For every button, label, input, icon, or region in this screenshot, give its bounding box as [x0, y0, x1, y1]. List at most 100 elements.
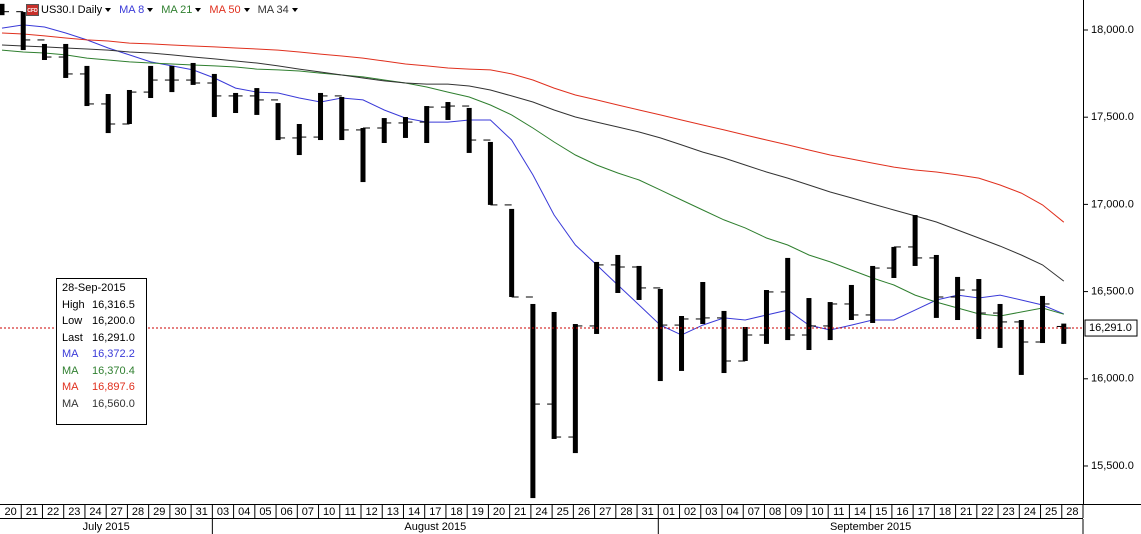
symbol-selector[interactable]: US30.I Daily	[41, 4, 112, 16]
x-tick-label: 03	[705, 506, 717, 518]
panel-value: 16,372.2	[92, 348, 135, 361]
ohlc-range	[402, 117, 408, 138]
x-tick-label: 13	[387, 506, 399, 518]
x-tick-label: 21	[960, 506, 972, 518]
ohlc-range	[41, 43, 47, 60]
x-tick-label: 19	[472, 506, 484, 518]
panel-date: 28-Sep-2015	[62, 282, 126, 295]
panel-value: 16,291.0	[92, 331, 135, 344]
indicator-selector[interactable]: MA 8	[119, 4, 154, 16]
panel-row: MA 16,372.2	[62, 346, 146, 363]
x-tick-label: 03	[217, 506, 229, 518]
ohlc-range	[445, 102, 451, 120]
x-tick-label: 28	[1066, 506, 1078, 518]
ohlc-range	[912, 215, 918, 266]
info-panel: 28-Sep-2015 High 16,316.5 Low 16,200.0 Last 1…	[56, 278, 147, 425]
panel-value: 16,560.0	[92, 397, 135, 410]
x-tick-label: 17	[918, 506, 930, 518]
ohlc-range	[976, 279, 982, 340]
ohlc-range	[785, 257, 791, 341]
x-tick-label: 17	[429, 506, 441, 518]
ohlc-range	[169, 65, 175, 93]
x-tick-label: 11	[345, 506, 356, 518]
x-tick-label: 21	[514, 506, 526, 518]
ohlc-range	[933, 254, 939, 318]
ohlc-range	[870, 265, 876, 323]
panel-label: Low	[62, 315, 83, 328]
ohlc-range	[594, 261, 600, 334]
x-tick-label: 06	[281, 506, 293, 518]
ohlc-range	[636, 265, 642, 300]
ohlc-range	[572, 324, 578, 454]
ohlc-range	[1018, 320, 1024, 375]
legend-entry: MA 34	[257, 4, 289, 16]
ma-line	[1, 49, 1064, 317]
ohlc-range	[84, 65, 90, 107]
panel-label: MA	[62, 397, 79, 410]
x-tick-label: 24	[89, 506, 101, 518]
ohlc-range	[126, 89, 132, 124]
x-tick-label: 23	[68, 506, 80, 518]
ohlc-range	[848, 284, 854, 321]
ma-line	[1, 32, 1065, 223]
toolbar: CFD US30.I Daily MA 8 MA 21 MA 50 MA 34	[0, 3, 306, 17]
ohlc-range	[466, 107, 472, 153]
plot-area	[0, 0, 1083, 504]
panel-label: MA	[62, 348, 79, 361]
ohlc-range	[296, 123, 302, 156]
ohlc-range	[763, 290, 769, 344]
title: US30.I Daily	[41, 4, 103, 16]
x-tick-label: 22	[47, 506, 59, 518]
x-tick-label: 27	[599, 506, 611, 518]
y-tick-label: 15,500.0	[1091, 460, 1134, 472]
indicator-selector[interactable]: MA 21	[161, 4, 202, 16]
x-tick-label: 18	[939, 506, 951, 518]
indicator-selector[interactable]: MA 50	[209, 4, 250, 16]
ohlc-range	[148, 65, 154, 99]
ohlc-range	[360, 128, 366, 183]
y-tick-label: 17,500.0	[1091, 111, 1134, 123]
x-tick-label: 24	[535, 506, 547, 518]
x-tick-label: 23	[1003, 506, 1015, 518]
x-tick-label: 09	[790, 506, 802, 518]
panel-label: High	[62, 298, 85, 311]
ohlc-range	[339, 96, 345, 141]
dropdown-arrow	[291, 8, 298, 12]
x-tick-label: 20	[493, 506, 505, 518]
panel-value: 16,897.6	[92, 381, 135, 394]
last-price-label: 16,291.0	[1089, 322, 1132, 334]
x-tick-label: 20	[4, 506, 16, 518]
x-tick-label: 28	[132, 506, 144, 518]
ohlc-range	[63, 43, 69, 78]
panel-label: MA	[62, 364, 79, 377]
x-tick-label: 18	[450, 506, 462, 518]
ohlc-range	[487, 141, 493, 205]
panel-value: 16,316.5	[92, 298, 135, 311]
panel-row: Low 16,200.0	[62, 313, 146, 330]
ohlc-range	[190, 62, 196, 85]
y-tick-label: 16,000.0	[1091, 373, 1134, 385]
ohlc-range	[891, 246, 897, 278]
ohlc-range	[424, 106, 430, 144]
ohlc-range	[615, 254, 621, 293]
ohlc-range	[1040, 295, 1046, 344]
x-tick-label: 12	[365, 506, 377, 518]
ohlc-range	[679, 316, 685, 371]
ohlc-range	[381, 118, 387, 144]
x-tick-label: 27	[111, 506, 123, 518]
ohlc-range	[827, 302, 833, 341]
y-tick-label: 16,500.0	[1091, 285, 1134, 297]
x-tick-label: 04	[726, 506, 738, 518]
x-tick-label: 25	[1045, 506, 1057, 518]
panel-label: Last	[62, 331, 83, 344]
x-tick-label: 26	[578, 506, 590, 518]
month-label: August 2015	[404, 521, 466, 533]
ohlc-range	[275, 103, 281, 141]
panel-row: Last 16,291.0	[62, 330, 146, 347]
ma-line	[1, 44, 1065, 282]
x-tick-label: 15	[875, 506, 887, 518]
indicator-selector[interactable]: MA 34	[258, 4, 298, 16]
ohlc-range	[0, 3, 5, 16]
